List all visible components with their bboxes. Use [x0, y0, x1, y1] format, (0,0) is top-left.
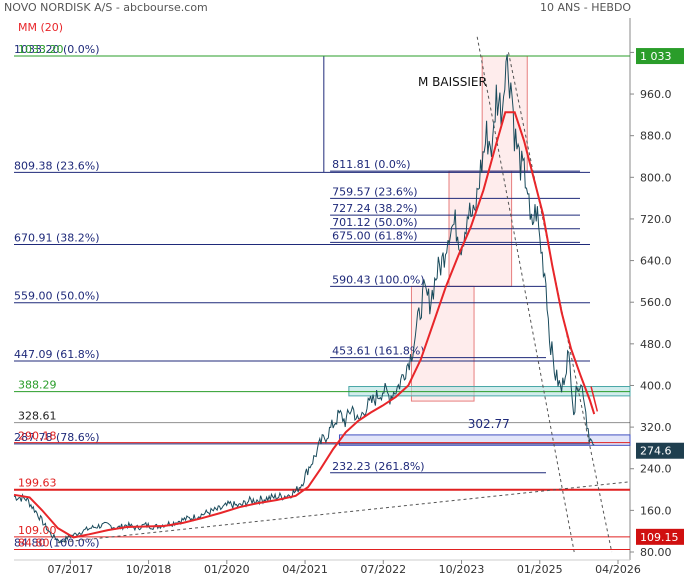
- price-tag-box: [636, 442, 684, 459]
- fib-left-label: 670.91 (38.2%): [14, 231, 100, 244]
- fib-left-label: 447.09 (61.8%): [14, 348, 100, 361]
- level-label: 1033.20: [18, 43, 64, 56]
- y-tick-label: 240.0: [640, 463, 672, 476]
- level-label: 109.00: [18, 524, 57, 537]
- fib-right-label: 759.57 (23.6%): [332, 185, 418, 198]
- y-tick-label: 720.0: [640, 213, 672, 226]
- fib-right-label: 590.43 (100.0%): [332, 273, 425, 286]
- x-tick-label: 01/2020: [204, 563, 250, 576]
- fib-right-label: 453.61 (161.8%): [332, 345, 425, 358]
- price-tag-box: [636, 528, 684, 545]
- x-tick-label: 04/2021: [282, 563, 328, 576]
- fib-left-label: 559.00 (50.0%): [14, 290, 100, 303]
- y-tick-label: 640.0: [640, 255, 672, 268]
- level-label: 84.80: [18, 537, 50, 550]
- y-tick-label: 800.0: [640, 171, 672, 184]
- x-tick-label: 07/2017: [47, 563, 93, 576]
- y-tick-label: 560.0: [640, 296, 672, 309]
- price-series-line: [13, 54, 595, 544]
- band-value-label: 302.77: [468, 417, 510, 431]
- x-tick-label: 10/2023: [439, 563, 485, 576]
- level-label: 290.18: [18, 430, 57, 443]
- price-tag-box: [636, 48, 684, 65]
- fib-left-label: 1033.20 (0.0%): [14, 43, 100, 56]
- y-tick-label: 880.0: [640, 130, 672, 143]
- y-tick-label: 400.0: [640, 379, 672, 392]
- y-tick-label: 480.0: [640, 338, 672, 351]
- y-tick-label: 160.0: [640, 504, 672, 517]
- fib-right-label: 701.12 (50.0%): [332, 216, 418, 229]
- fib-right-label: 811.81 (0.0%): [332, 158, 411, 171]
- x-tick-label: 01/2025: [517, 563, 563, 576]
- chart-period: 10 ANS - HEBDO: [540, 1, 632, 14]
- indicator-label: MM (20): [18, 21, 64, 34]
- fib-left-label: 84.80 (100.0%): [14, 537, 100, 550]
- uptrend-line: [57, 481, 631, 544]
- fib-left-label: 287.78 (78.6%): [14, 431, 100, 444]
- price-tag-label: 109.15: [640, 531, 679, 544]
- fib-right-label: 232.23 (261.8%): [332, 460, 425, 473]
- x-tick-label: 07/2022: [360, 563, 406, 576]
- fib-left-label: 809.38 (23.6%): [14, 159, 100, 172]
- downtrend-line-inner: [507, 52, 613, 553]
- level-label: 328.61: [18, 410, 57, 423]
- x-tick-label: 04/2026: [595, 563, 641, 576]
- chart-title: NOVO NORDISK A/S - abcbourse.com: [4, 1, 208, 14]
- fib-right-label: 675.00 (61.8%): [332, 229, 418, 242]
- price-tag-label: 1 033: [640, 50, 672, 63]
- y-tick-label: 320.0: [640, 421, 672, 434]
- pattern-annotation: M BAISSIER: [418, 75, 487, 89]
- level-label: 199.63: [18, 477, 57, 490]
- x-tick-label: 10/2018: [126, 563, 172, 576]
- price-tag-label: 274.6: [640, 445, 672, 458]
- fib-right-label: 727.24 (38.2%): [332, 202, 418, 215]
- moving-average-line: [13, 111, 596, 539]
- y-tick-label: 960.0: [640, 88, 672, 101]
- level-label: 388.29: [18, 379, 57, 392]
- y-tick-label: 80.00: [640, 546, 672, 559]
- forecast-arrow: [590, 386, 599, 412]
